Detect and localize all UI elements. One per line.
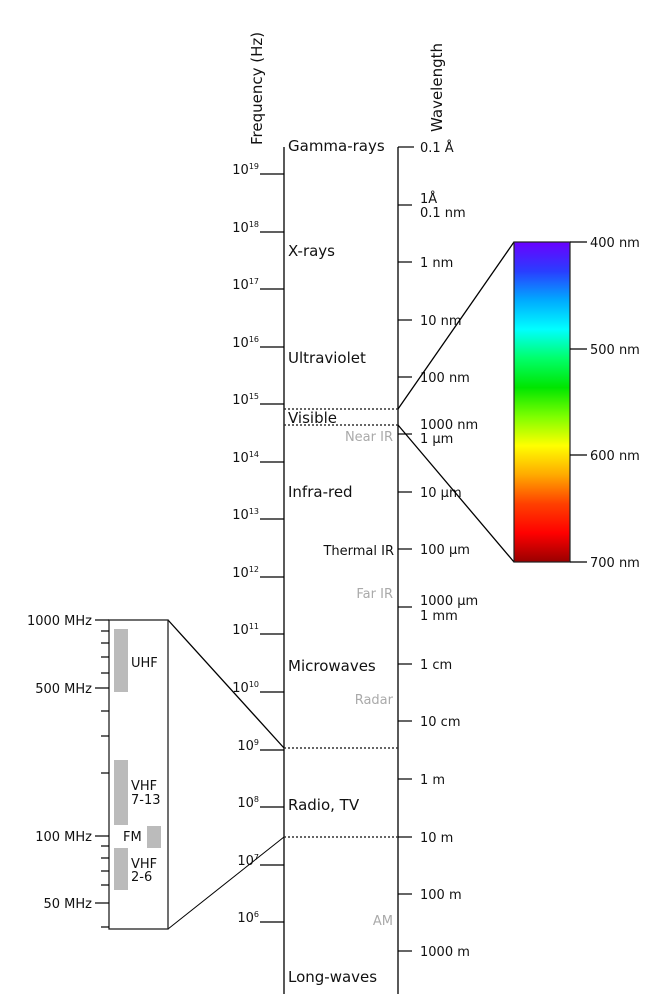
visible-spectrum-bar	[513, 241, 571, 563]
fm-label: FM	[123, 830, 142, 845]
wavelength-label: 1 μm	[420, 432, 453, 447]
wavelength-axis-title: Wavelength	[428, 43, 446, 132]
radio-label-50mhz: 50 MHz	[44, 897, 93, 912]
wavelength-label: 10 cm	[420, 715, 461, 730]
frequency-tick-label: 1016	[232, 335, 259, 351]
frequency-tick-label: 1017	[232, 277, 259, 293]
wavelength-label: 100 nm	[420, 371, 470, 386]
vhf-high-range: 7-13	[131, 793, 161, 808]
wavelength-label: 1000 μm	[420, 594, 478, 609]
radio-zoom-line-top	[167, 619, 285, 749]
wavelength-label: 10 m	[420, 831, 453, 846]
vhf-high-label: VHF	[131, 779, 157, 794]
spectrum-label-500: 500 nm	[590, 343, 640, 358]
band-label-microwaves: Microwaves	[288, 657, 376, 675]
frequency-tick-label: 107	[237, 853, 259, 869]
vhf-low-label: VHF	[131, 857, 157, 872]
band-label-radio-tv: Radio, TV	[288, 796, 360, 814]
frequency-tick-label: 109	[237, 738, 259, 754]
frequency-axis-title: Frequency (Hz)	[248, 32, 266, 145]
band-label-ultraviolet: Ultraviolet	[288, 349, 366, 367]
band-label-gamma: Gamma-rays	[288, 137, 385, 155]
vhf-high-band-bar	[114, 760, 128, 825]
wavelength-label: 1 cm	[420, 658, 452, 673]
vhf-low-band-bar	[114, 848, 128, 890]
vhf-low-range: 2-6	[131, 870, 152, 885]
frequency-tick-label: 1019	[232, 162, 259, 178]
radio-zoom-line-bottom	[167, 836, 285, 930]
frequency-tick-label: 1010	[232, 680, 259, 696]
frequency-tick-label: 1018	[232, 220, 259, 236]
band-label-visible: Visible	[288, 409, 337, 427]
fm-band-bar	[147, 826, 161, 848]
wavelength-label: 10 nm	[420, 314, 462, 329]
visible-zoom-line-top	[397, 241, 515, 410]
subband-radar: Radar	[355, 693, 394, 708]
frequency-tick-label: 1015	[232, 392, 259, 408]
band-label-xrays: X-rays	[288, 242, 335, 260]
band-label-long-waves: Long-waves	[288, 968, 377, 986]
wavelength-label: 100 μm	[420, 543, 470, 558]
spectrum-label-400: 400 nm	[590, 236, 640, 251]
frequency-tick-label: 1014	[232, 450, 259, 466]
spectrum-ticks	[570, 241, 587, 563]
frequency-tick-label: 1013	[232, 507, 259, 523]
band-label-infrared: Infra-red	[288, 483, 353, 501]
wavelength-label: 1 m	[420, 773, 445, 788]
radio-label-1000mhz: 1000 MHz	[27, 614, 92, 629]
wavelength-label: 1 mm	[420, 609, 458, 624]
subband-near-ir: Near IR	[345, 430, 393, 445]
wavelength-label: 1000 m	[420, 945, 470, 960]
wavelength-label: 100 m	[420, 888, 462, 903]
subband-far-ir: Far IR	[356, 587, 393, 602]
uhf-label: UHF	[131, 656, 158, 671]
frequency-ticks: 1019 1018 1017 1016 1015 1014 1013 1012 1011 1010…	[232, 162, 284, 926]
subband-thermal-ir: Thermal IR	[322, 544, 394, 559]
wavelength-label: 1 nm	[420, 256, 453, 271]
radio-detail-ticks	[95, 619, 109, 928]
frequency-tick-label: 108	[237, 795, 259, 811]
frequency-tick-label: 106	[237, 910, 259, 926]
visible-zoom-line-bottom	[397, 424, 515, 563]
wavelength-label: 0.1 nm	[420, 206, 466, 221]
wavelength-label: 1Å	[420, 191, 437, 207]
frequency-tick-label: 1011	[232, 622, 259, 638]
wavelength-label: 0.1 Å	[420, 140, 454, 156]
frequency-tick-label: 1012	[232, 565, 259, 581]
uhf-band-bar	[114, 629, 128, 692]
wavelength-ticks	[398, 146, 414, 952]
spectrum-label-600: 600 nm	[590, 449, 640, 464]
radio-label-100mhz: 100 MHz	[35, 830, 92, 845]
wavelength-label: 1000 nm	[420, 418, 478, 433]
wavelength-label: 10 μm	[420, 486, 462, 501]
radio-label-500mhz: 500 MHz	[35, 682, 92, 697]
spectrum-label-700: 700 nm	[590, 556, 640, 571]
subband-am: AM	[373, 914, 393, 929]
